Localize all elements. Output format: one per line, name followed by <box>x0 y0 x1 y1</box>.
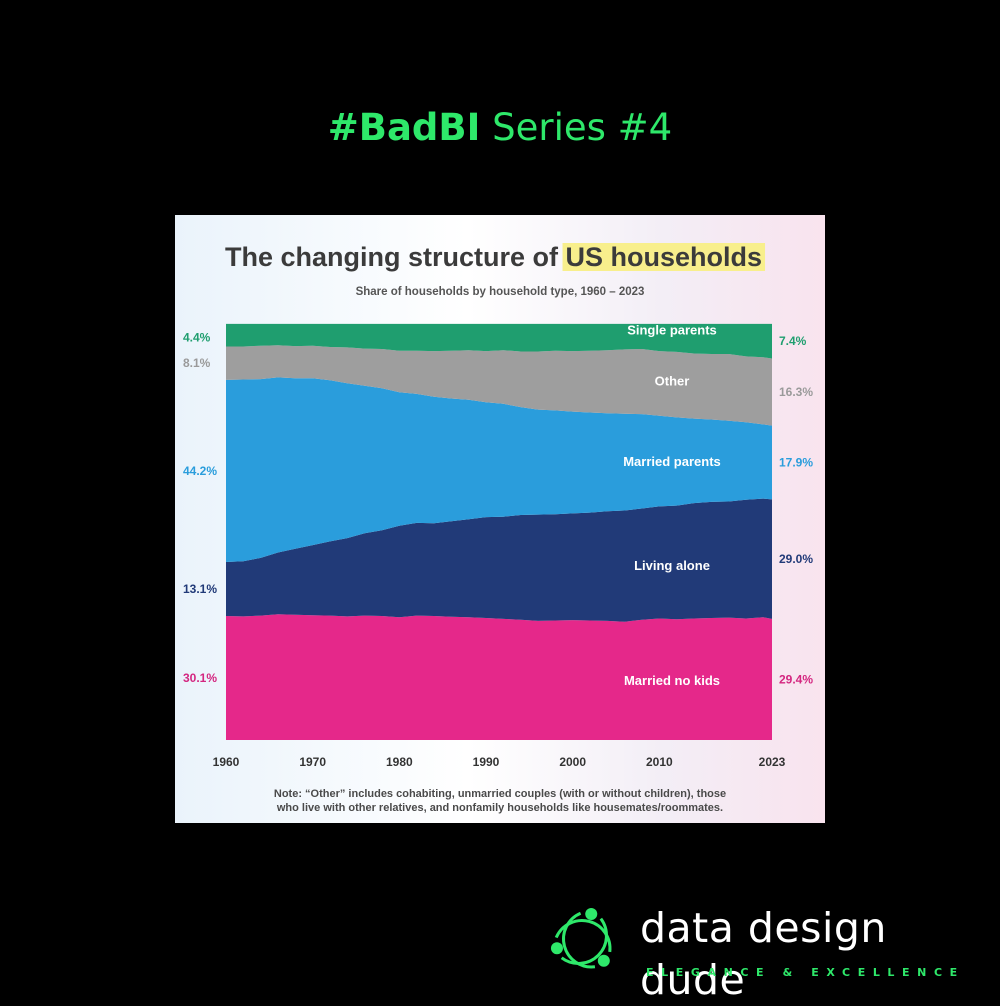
end-value-single-parents: 7.4% <box>779 334 807 348</box>
start-value-other: 8.1% <box>183 356 211 370</box>
brand-tagline: ELEGANCE & EXCELLENCE <box>646 966 965 979</box>
chart-title: The changing structure of US households <box>225 242 762 272</box>
end-value-other: 16.3% <box>779 385 813 399</box>
badbi-hashtag: #BadBI <box>327 106 481 149</box>
area-label-married-no-kids: Married no kids <box>624 673 720 688</box>
chart-subtitle: Share of households by household type, 1… <box>356 286 645 298</box>
end-value-married-parents: 17.9% <box>779 456 813 470</box>
x-tick-1970: 1970 <box>299 755 326 769</box>
series-number: Series #4 <box>480 106 673 149</box>
x-tick-2023: 2023 <box>759 755 786 769</box>
chart-note-line-1: Note: “Other” includes cohabiting, unmar… <box>274 788 726 800</box>
area-label-other: Other <box>655 374 690 389</box>
area-married-parents <box>226 377 772 562</box>
start-value-single-parents: 4.4% <box>183 330 211 344</box>
x-tick-1990: 1990 <box>473 755 500 769</box>
household-area-chart: The changing structure of US households S… <box>183 242 813 814</box>
end-value-married-no-kids: 29.4% <box>779 672 813 686</box>
x-tick-1980: 1980 <box>386 755 413 769</box>
brand-name: data design dude <box>640 904 887 1004</box>
orbit-circle-icon <box>550 907 612 969</box>
area-other <box>226 345 772 426</box>
start-value-married-no-kids: 30.1% <box>183 671 217 685</box>
x-tick-2010: 2010 <box>646 755 673 769</box>
chart-title-highlight: US households <box>566 242 763 272</box>
area-living-alone <box>226 498 772 622</box>
area-label-married-parents: Married parents <box>623 454 721 469</box>
title-highlight-marker <box>562 243 766 271</box>
post-header: #BadBI Series #4 <box>0 104 1000 152</box>
area-single-parents <box>226 323 772 359</box>
start-value-married-parents: 44.2% <box>183 464 217 478</box>
area-label-single-parents: Single parents <box>627 323 717 338</box>
chart-title-main: The changing structure of <box>225 242 566 272</box>
start-value-living-alone: 13.1% <box>183 582 217 596</box>
end-value-living-alone: 29.0% <box>779 552 813 566</box>
area-label-living-alone: Living alone <box>634 558 710 573</box>
area-married-no-kids <box>226 614 772 740</box>
chart-note-line-2: who live with other relatives, and nonfa… <box>276 802 723 814</box>
x-tick-2000: 2000 <box>559 755 586 769</box>
chart-card: The changing structure of US households S… <box>175 215 825 823</box>
x-tick-1960: 1960 <box>213 755 240 769</box>
